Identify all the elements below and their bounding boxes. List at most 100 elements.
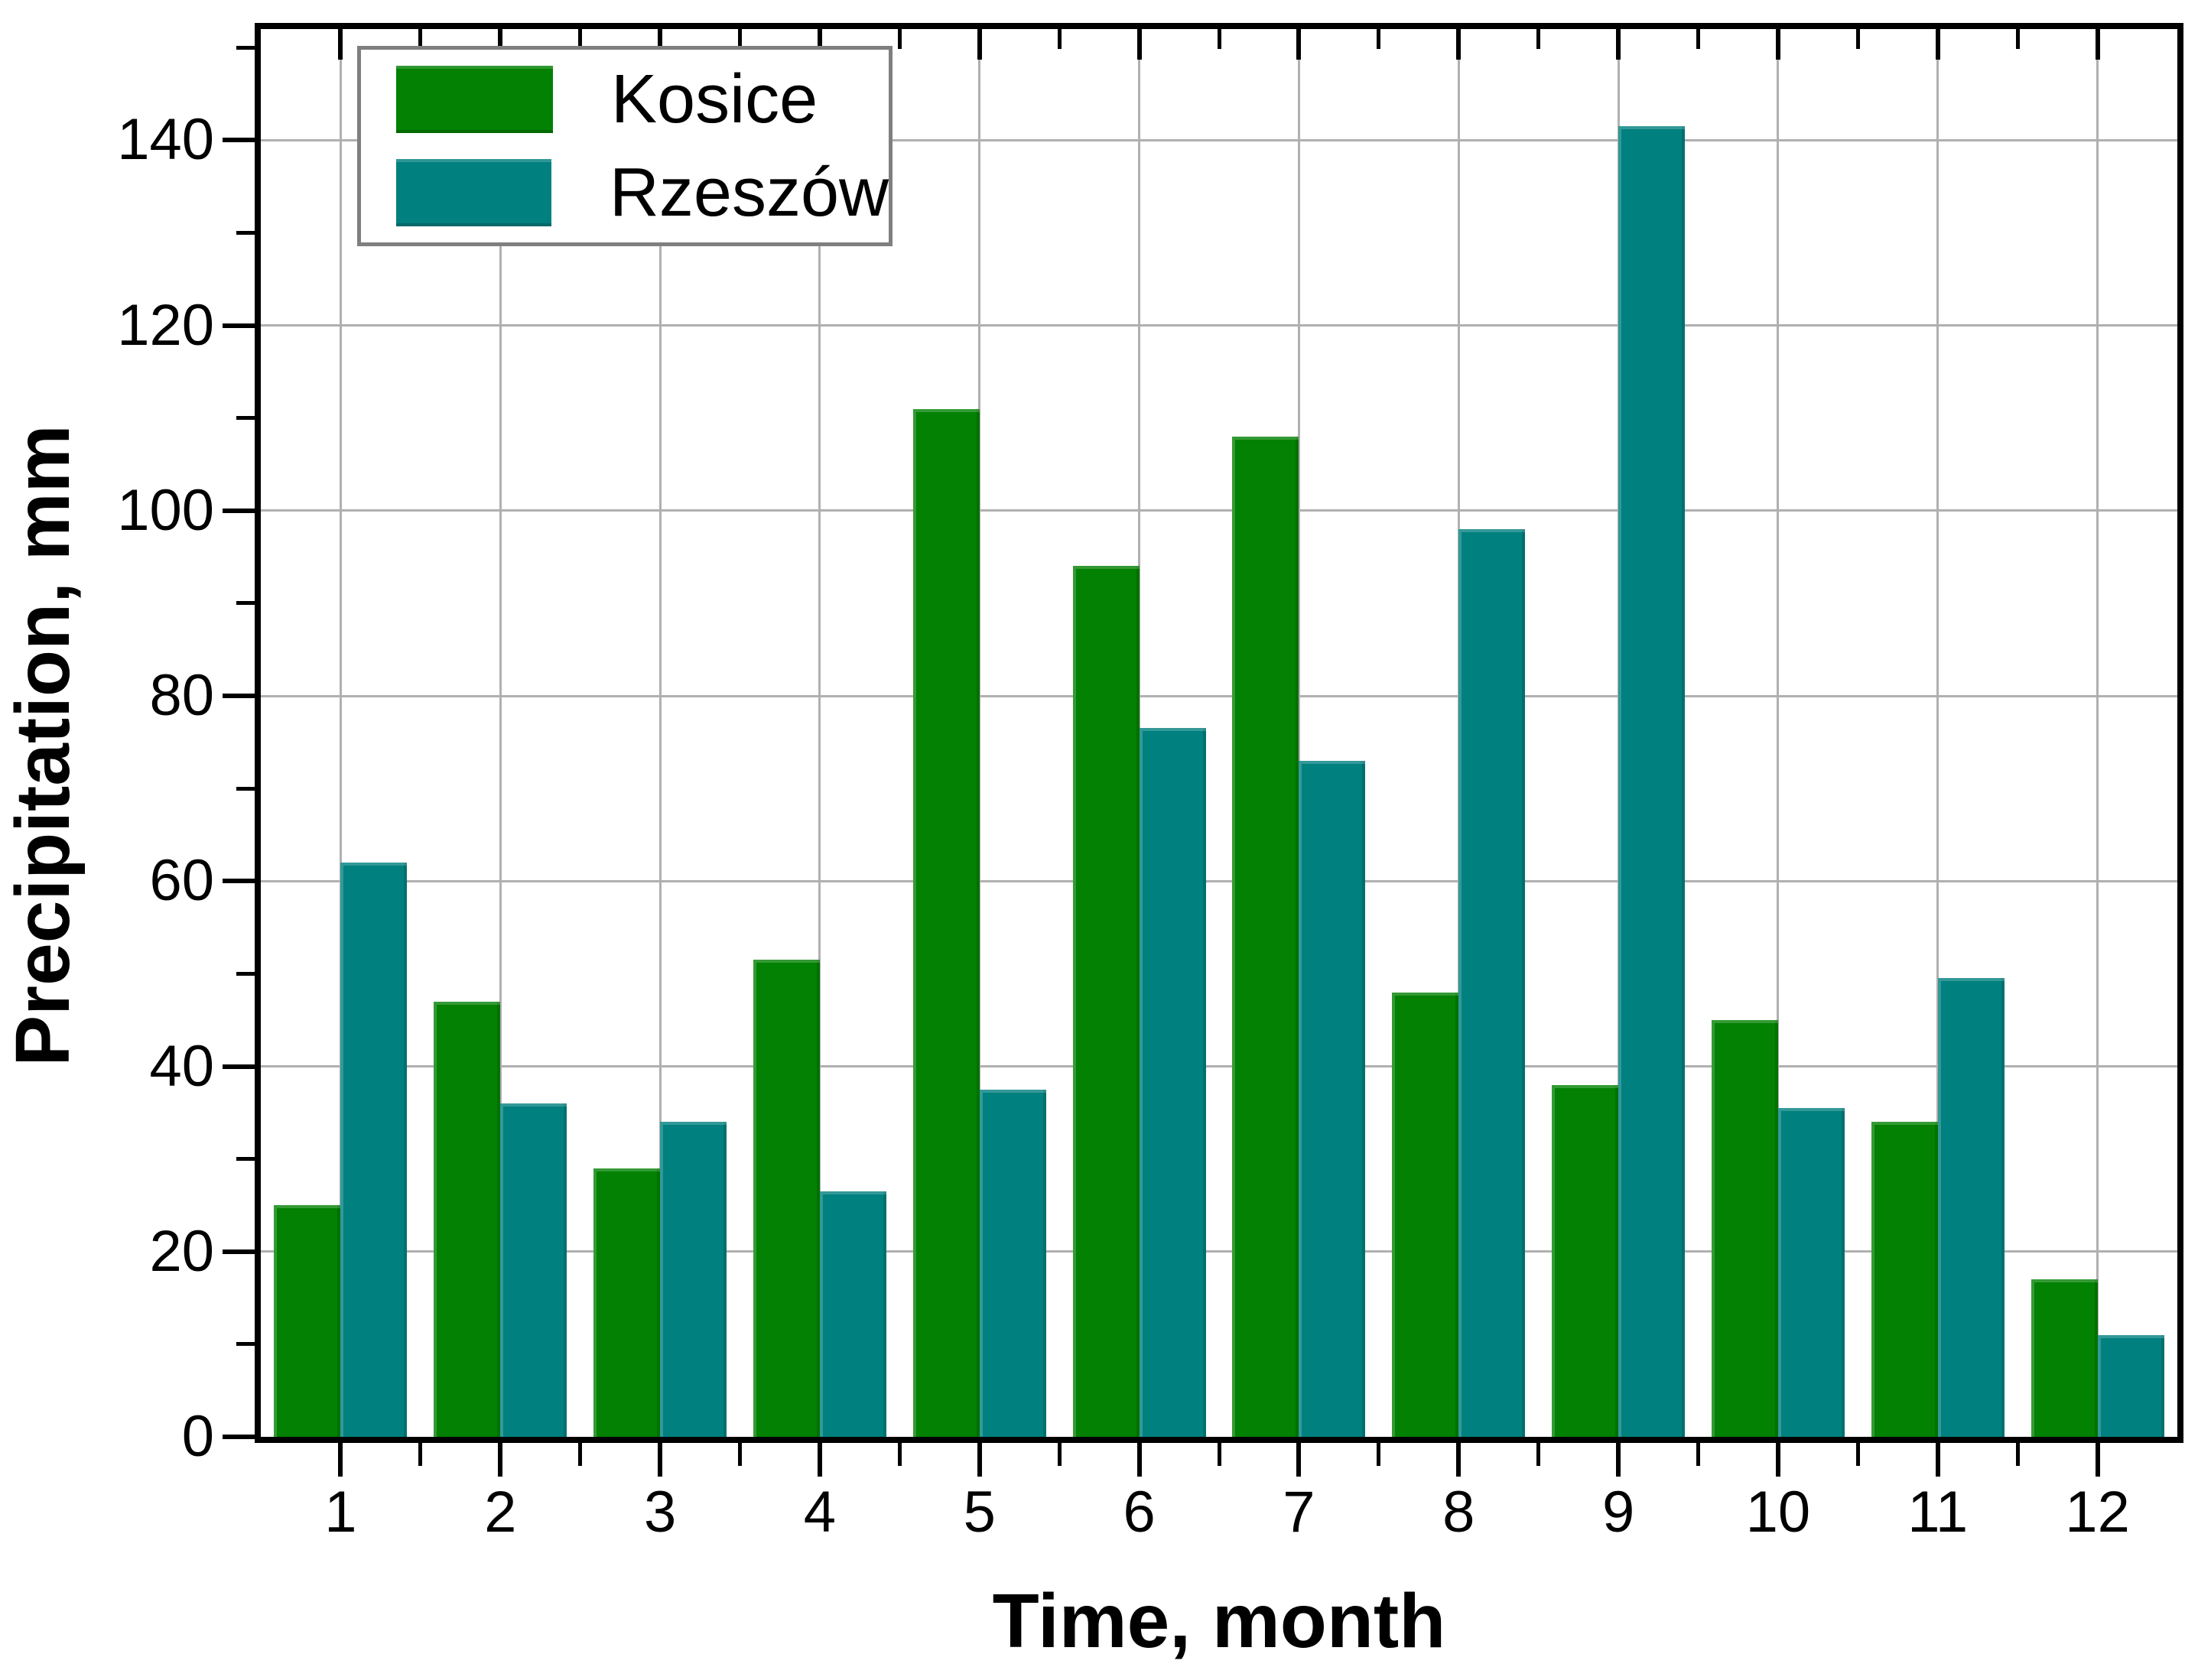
- bar-kosice-month-1: [274, 1205, 341, 1437]
- x-minor-tick: [418, 1443, 423, 1466]
- top-minor-tick: [2015, 29, 2020, 49]
- gridline-horizontal-40: [261, 1065, 2177, 1068]
- y-minor-tick-30: [236, 1157, 255, 1162]
- gridline-vertical-month-1: [339, 29, 342, 1437]
- bar-rzeszow-month-7: [1299, 760, 1366, 1437]
- x-tick-label-month-1: 1: [324, 1480, 357, 1545]
- top-minor-tick: [1217, 29, 1221, 49]
- y-major-tick-20: [223, 1249, 255, 1254]
- y-minor-tick-110: [236, 416, 255, 421]
- top-major-tick-month-9: [1616, 29, 1621, 60]
- x-major-tick-month-12: [2095, 1443, 2100, 1477]
- top-major-tick-month-4: [817, 29, 822, 60]
- y-tick-label-80: 80: [149, 663, 214, 729]
- bar-rzeszow-month-10: [1777, 1108, 1845, 1437]
- top-minor-tick: [1855, 29, 1860, 49]
- bar-rzeszow-month-11: [1937, 978, 2005, 1437]
- bar-kosice-month-7: [1232, 436, 1299, 1437]
- x-axis-title: Time, month: [992, 1578, 1446, 1664]
- x-major-tick-month-7: [1296, 1443, 1302, 1477]
- x-minor-tick: [578, 1443, 583, 1466]
- x-tick-label-month-4: 4: [803, 1480, 837, 1545]
- gridline-horizontal-140: [261, 138, 2177, 141]
- bar-rzeszow-month-12: [2097, 1334, 2164, 1437]
- bar-kosice-month-11: [1871, 1122, 1938, 1437]
- legend-swatch-kosice: [396, 66, 553, 133]
- top-minor-tick: [418, 29, 423, 49]
- x-major-tick-month-3: [658, 1443, 663, 1477]
- y-tick-label-40: 40: [149, 1033, 214, 1099]
- x-minor-tick: [1057, 1443, 1062, 1466]
- x-tick-label-month-11: 11: [1907, 1480, 1969, 1545]
- gridline-vertical-month-12: [2096, 29, 2099, 1437]
- gridline-vertical-month-4: [818, 29, 821, 1437]
- y-tick-label-100: 100: [117, 477, 214, 543]
- x-major-tick-month-11: [1935, 1443, 1940, 1477]
- top-major-tick-month-8: [1456, 29, 1462, 60]
- gridline-vertical-month-3: [658, 29, 662, 1437]
- y-tick-label-20: 20: [149, 1218, 214, 1284]
- top-minor-tick: [1696, 29, 1700, 49]
- top-major-tick-month-11: [1935, 29, 1940, 60]
- bar-kosice-month-4: [753, 960, 820, 1437]
- x-minor-tick: [897, 1443, 902, 1466]
- plot-area: Kosice Rzeszów: [255, 23, 2183, 1443]
- x-major-tick-month-5: [977, 1443, 982, 1477]
- x-minor-tick: [2015, 1443, 2020, 1466]
- top-major-tick-month-1: [338, 29, 343, 60]
- top-minor-tick: [1536, 29, 1541, 49]
- x-major-tick-month-9: [1616, 1443, 1621, 1477]
- x-major-tick-month-1: [338, 1443, 343, 1477]
- legend: Kosice Rzeszów: [357, 46, 893, 246]
- x-tick-label-month-10: 10: [1745, 1480, 1811, 1545]
- y-major-tick-120: [223, 323, 255, 328]
- x-tick-label-month-7: 7: [1283, 1480, 1315, 1545]
- y-minor-tick-70: [236, 786, 255, 791]
- y-minor-tick-90: [236, 601, 255, 606]
- gridline-horizontal-60: [261, 879, 2177, 882]
- x-minor-tick: [738, 1443, 742, 1466]
- bar-rzeszow-month-9: [1618, 126, 1686, 1437]
- top-minor-tick: [578, 29, 583, 49]
- x-tick-label-month-8: 8: [1442, 1480, 1475, 1545]
- x-tick-label-month-3: 3: [643, 1480, 677, 1545]
- x-minor-tick: [1696, 1443, 1700, 1466]
- top-major-tick-month-2: [498, 29, 503, 60]
- top-major-tick-month-10: [1775, 29, 1780, 60]
- x-major-tick-month-10: [1775, 1443, 1780, 1477]
- legend-swatch-rzeszow: [396, 159, 551, 226]
- y-minor-tick-130: [236, 230, 255, 235]
- bar-rzeszow-month-6: [1139, 728, 1206, 1437]
- gridline-vertical-month-7: [1297, 29, 1300, 1437]
- x-minor-tick: [1377, 1443, 1381, 1466]
- gridline-horizontal-120: [261, 324, 2177, 327]
- bar-rzeszow-month-4: [819, 1191, 886, 1437]
- bar-rzeszow-month-8: [1458, 529, 1526, 1437]
- y-minor-tick-150: [236, 45, 255, 50]
- legend-item-rzeszow: Rzeszów: [396, 156, 889, 229]
- bar-kosice-month-10: [1711, 1019, 1778, 1437]
- y-tick-label-140: 140: [117, 107, 214, 173]
- bar-kosice-month-12: [2031, 1279, 2098, 1437]
- x-minor-tick: [1536, 1443, 1541, 1466]
- gridline-horizontal-100: [261, 509, 2177, 512]
- gridline-horizontal-20: [261, 1250, 2177, 1253]
- y-minor-tick-10: [236, 1342, 255, 1347]
- gridline-horizontal-80: [261, 694, 2177, 697]
- y-major-tick-0: [223, 1435, 255, 1439]
- x-major-tick-month-4: [817, 1443, 822, 1477]
- top-major-tick-month-12: [2095, 29, 2100, 60]
- x-tick-label-month-2: 2: [484, 1480, 517, 1545]
- top-major-tick-month-3: [658, 29, 663, 60]
- gridline-vertical-month-11: [1936, 29, 1940, 1437]
- top-major-tick-month-7: [1296, 29, 1302, 60]
- y-major-tick-140: [223, 138, 255, 143]
- y-major-tick-40: [223, 1064, 255, 1069]
- top-minor-tick: [738, 29, 742, 49]
- y-tick-label-0: 0: [181, 1404, 214, 1469]
- bar-rzeszow-month-1: [340, 863, 408, 1437]
- legend-label-rzeszow: Rzeszów: [609, 154, 889, 231]
- top-minor-tick: [897, 29, 902, 49]
- x-minor-tick: [1855, 1443, 1860, 1466]
